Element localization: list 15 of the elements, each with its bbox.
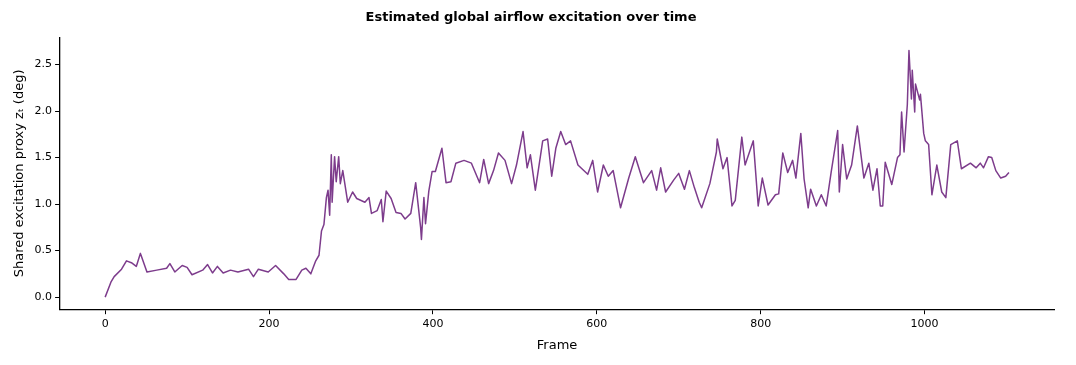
y-tick-label: 0.5 (34, 243, 53, 257)
x-tick-label: 1000 (910, 316, 939, 330)
y-tick-label: 1.0 (34, 196, 53, 210)
x-tick-label: 400 (422, 316, 444, 330)
x-tick-label: 200 (258, 316, 280, 330)
x-tick-label: 800 (750, 316, 772, 330)
chart-title: Estimated global airflow excitation over time (365, 9, 697, 25)
x-tick-label: 0 (101, 316, 109, 330)
y-tick-label: 1.5 (34, 150, 53, 164)
x-tick-label: 600 (586, 316, 608, 330)
y-tick-label: 2.0 (34, 103, 53, 117)
y-tick-label: 2.5 (34, 57, 53, 71)
x-axis-title: Frame (536, 336, 578, 352)
y-axis-title: Shared excitation proxy zₜ (deg) (11, 69, 27, 278)
y-tick-label: 0.0 (34, 289, 53, 303)
